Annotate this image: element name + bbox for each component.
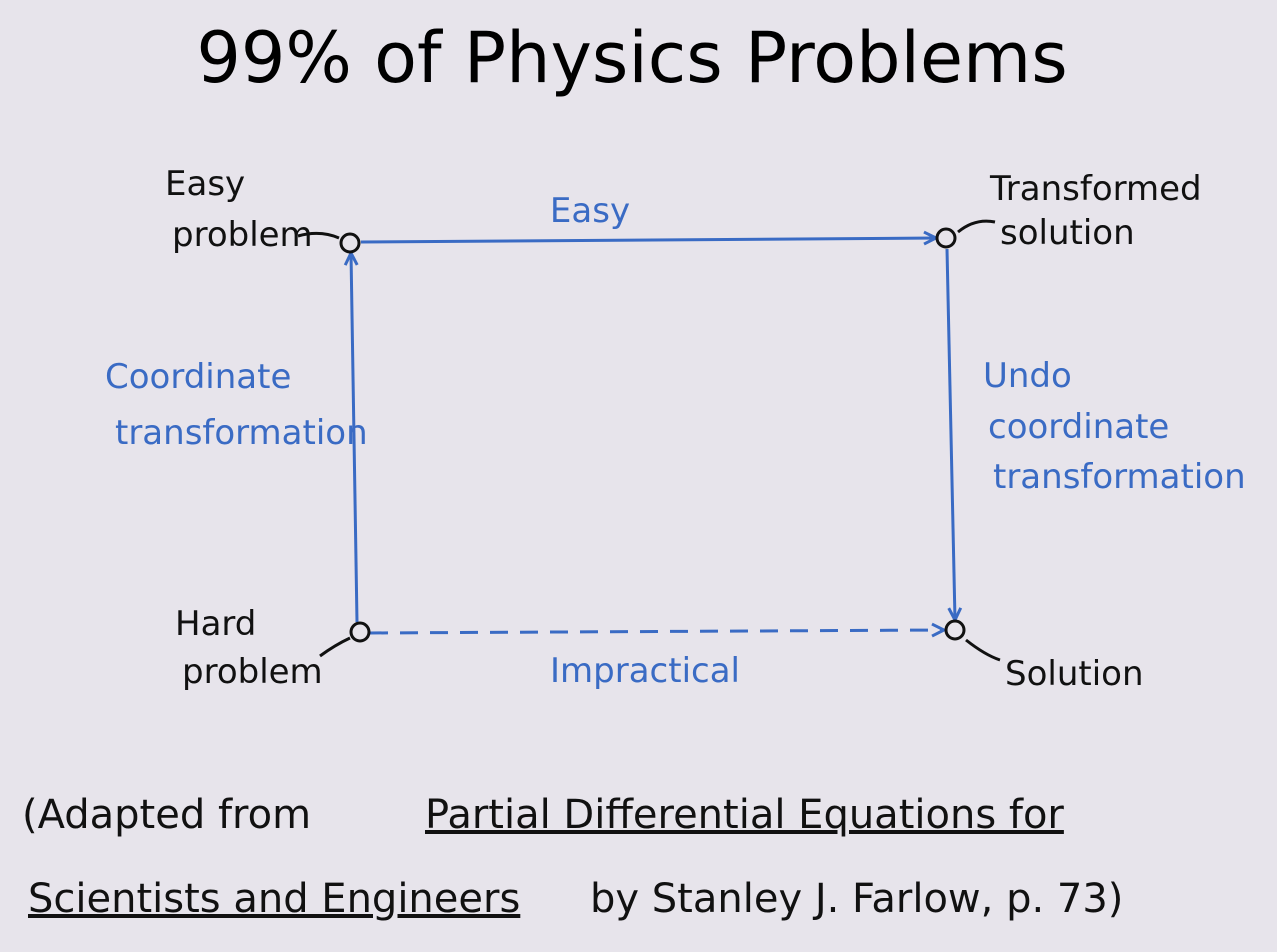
- node-label: Transformed: [989, 169, 1202, 209]
- edge-label: transformation: [115, 413, 368, 453]
- leader-line: [965, 638, 1001, 662]
- citation-prefix: (Adapted from: [22, 792, 311, 838]
- node-label: Hard: [175, 604, 256, 644]
- node-label: problem: [172, 215, 313, 255]
- edge-label: coordinate: [988, 407, 1169, 447]
- citation-suffix: by Stanley J. Farlow, p. 73): [590, 876, 1123, 922]
- citation-book: Partial Differential Equations for: [425, 792, 1064, 838]
- edge-arrow: [369, 630, 944, 633]
- node-label: solution: [1000, 213, 1135, 253]
- node-circle: [935, 227, 957, 249]
- edge-arrow: [360, 238, 936, 242]
- edge-arrow: [945, 248, 955, 620]
- citation-book: Scientists and Engineers: [28, 876, 520, 922]
- node-circle: [339, 232, 361, 254]
- title: 99% of Physics Problems: [196, 17, 1067, 99]
- node-label: Easy: [165, 164, 245, 204]
- edge-label: Impractical: [550, 651, 740, 691]
- node-circle: [349, 621, 371, 643]
- edge-arrow: [351, 253, 357, 623]
- leader-line: [957, 219, 996, 234]
- leader-line: [319, 636, 351, 658]
- edge-label: Undo: [983, 356, 1072, 396]
- edge-label: Coordinate: [105, 357, 291, 397]
- edge-label: Easy: [550, 191, 630, 231]
- node-circle: [944, 619, 966, 641]
- leader-line: [297, 231, 340, 240]
- node-label: Solution: [1005, 654, 1144, 694]
- edge-label: transformation: [993, 457, 1246, 497]
- node-label: problem: [182, 652, 323, 692]
